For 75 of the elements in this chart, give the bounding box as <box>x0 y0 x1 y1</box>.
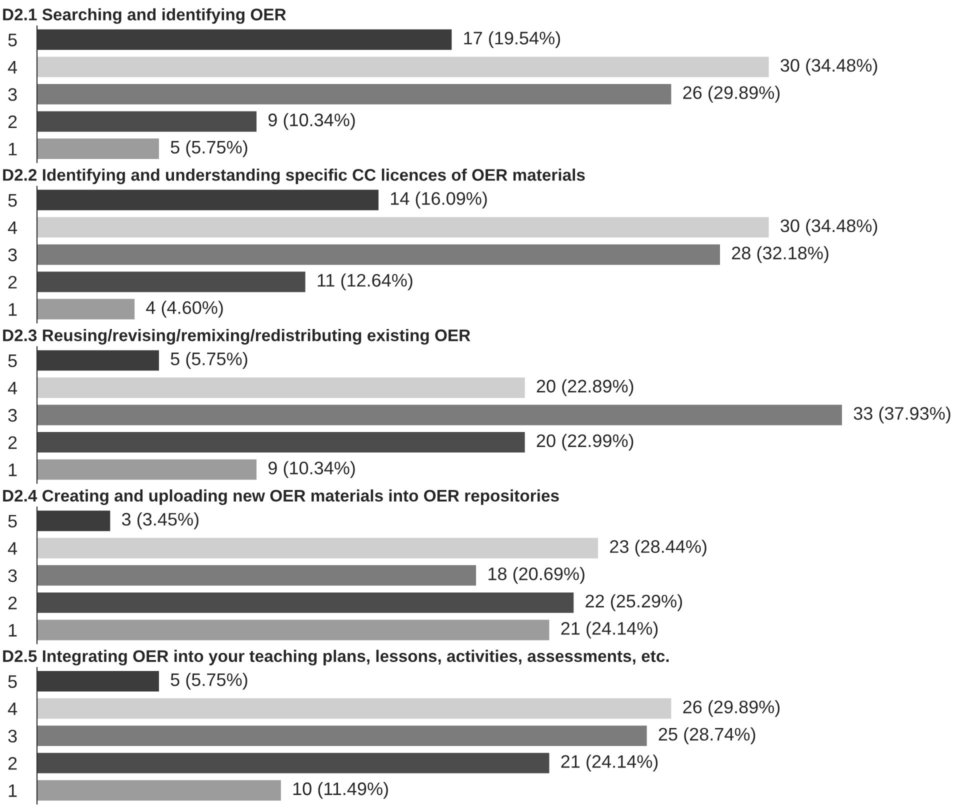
data-label: 18 (20.69%) <box>488 566 584 584</box>
bar <box>37 377 525 398</box>
data-label: 11 (12.64%) <box>318 273 412 290</box>
data-label: 5 (5.75%) <box>170 672 248 690</box>
bar <box>37 432 525 453</box>
data-label: 26 (29.89%) <box>683 700 780 717</box>
data-label: 20 (22.89%) <box>536 379 634 396</box>
bar <box>37 698 672 719</box>
y-tick-label: 2 <box>8 276 17 288</box>
data-label: 21 (24.14%) <box>561 754 658 772</box>
y-tick-label: 5 <box>8 675 17 688</box>
bar <box>37 217 769 238</box>
y-tick-label: 5 <box>8 354 17 368</box>
data-label: 21 (24.14%) <box>561 622 658 638</box>
y-tick-label: 4 <box>8 702 18 716</box>
y-tick-label: 3 <box>8 569 17 582</box>
data-label: 25 (28.74%) <box>658 727 756 744</box>
data-label: 26 (29.89%) <box>683 86 780 103</box>
bar <box>37 726 647 746</box>
data-label: 9 (10.34%) <box>268 113 355 130</box>
y-tick-label: 5 <box>8 194 17 207</box>
y-tick-label: 2 <box>8 436 17 449</box>
chart-title: D2.5 Integrating OER into your teaching plans, lessons, activities, assessments, etc. <box>3 650 669 666</box>
y-tick-label: 2 <box>8 757 17 770</box>
data-label: 4 (4.60%) <box>146 300 223 318</box>
bar <box>37 780 281 801</box>
data-label: 23 (28.44%) <box>610 540 706 557</box>
y-tick-label: 3 <box>8 88 17 101</box>
chart-title: D2.3 Reusing/revising/remixing/redistributing existing OER <box>3 328 470 345</box>
bar <box>37 592 574 613</box>
y-tick-label: 2 <box>8 596 17 610</box>
bar <box>37 138 159 159</box>
data-label: 10 (11.49%) <box>293 782 388 799</box>
bar <box>37 538 598 558</box>
y-tick-label: 4 <box>8 542 18 555</box>
y-tick-label: 3 <box>8 408 17 422</box>
bar <box>37 272 306 292</box>
data-label: 9 (10.34%) <box>268 461 355 478</box>
bar <box>37 298 135 320</box>
data-label: 5 (5.75%) <box>170 352 248 369</box>
data-label: 14 (16.09%) <box>390 192 487 208</box>
y-tick-label: 3 <box>8 248 17 262</box>
bar <box>37 565 476 586</box>
y-tick-label: 1 <box>8 784 17 797</box>
y-tick-label: 1 <box>8 464 17 476</box>
data-label: 5 (5.75%) <box>170 140 248 158</box>
y-tick-label: 1 <box>8 624 17 636</box>
data-label: 33 (37.93%) <box>854 406 950 424</box>
data-label: 22 (25.29%) <box>586 594 682 612</box>
chart-title: D2.1 Searching and identifying OER <box>3 8 286 24</box>
chart-title: D2.2 Identifying and understanding specific CC licences of OER materials <box>3 168 585 184</box>
bar <box>37 620 550 640</box>
bar <box>37 459 257 480</box>
bar <box>37 752 550 774</box>
y-tick-label: 4 <box>8 221 18 234</box>
data-label: 30 (34.48%) <box>780 218 878 236</box>
bar <box>37 84 672 104</box>
data-label: 3 (3.45%) <box>122 512 198 530</box>
y-tick-label: 1 <box>8 303 17 316</box>
bar <box>37 56 769 78</box>
data-label: 17 (19.54%) <box>464 31 560 48</box>
y-tick-label: 4 <box>8 61 18 74</box>
y-tick-label: 5 <box>8 34 17 46</box>
y-tick-label: 4 <box>8 382 18 394</box>
y-tick-label: 2 <box>8 115 17 128</box>
bar <box>37 404 842 426</box>
y-tick-label: 5 <box>8 514 17 528</box>
data-label: 20 (22.99%) <box>536 434 634 451</box>
chart-title: D2.4 Creating and uploading new OER materials into OER repositories <box>3 489 559 506</box>
data-label: 28 (32.18%) <box>732 246 828 264</box>
data-label: 30 (34.48%) <box>780 58 878 76</box>
bar <box>37 244 720 265</box>
y-tick-label: 1 <box>8 142 17 156</box>
bar <box>37 111 257 132</box>
y-tick-label: 3 <box>8 730 17 743</box>
